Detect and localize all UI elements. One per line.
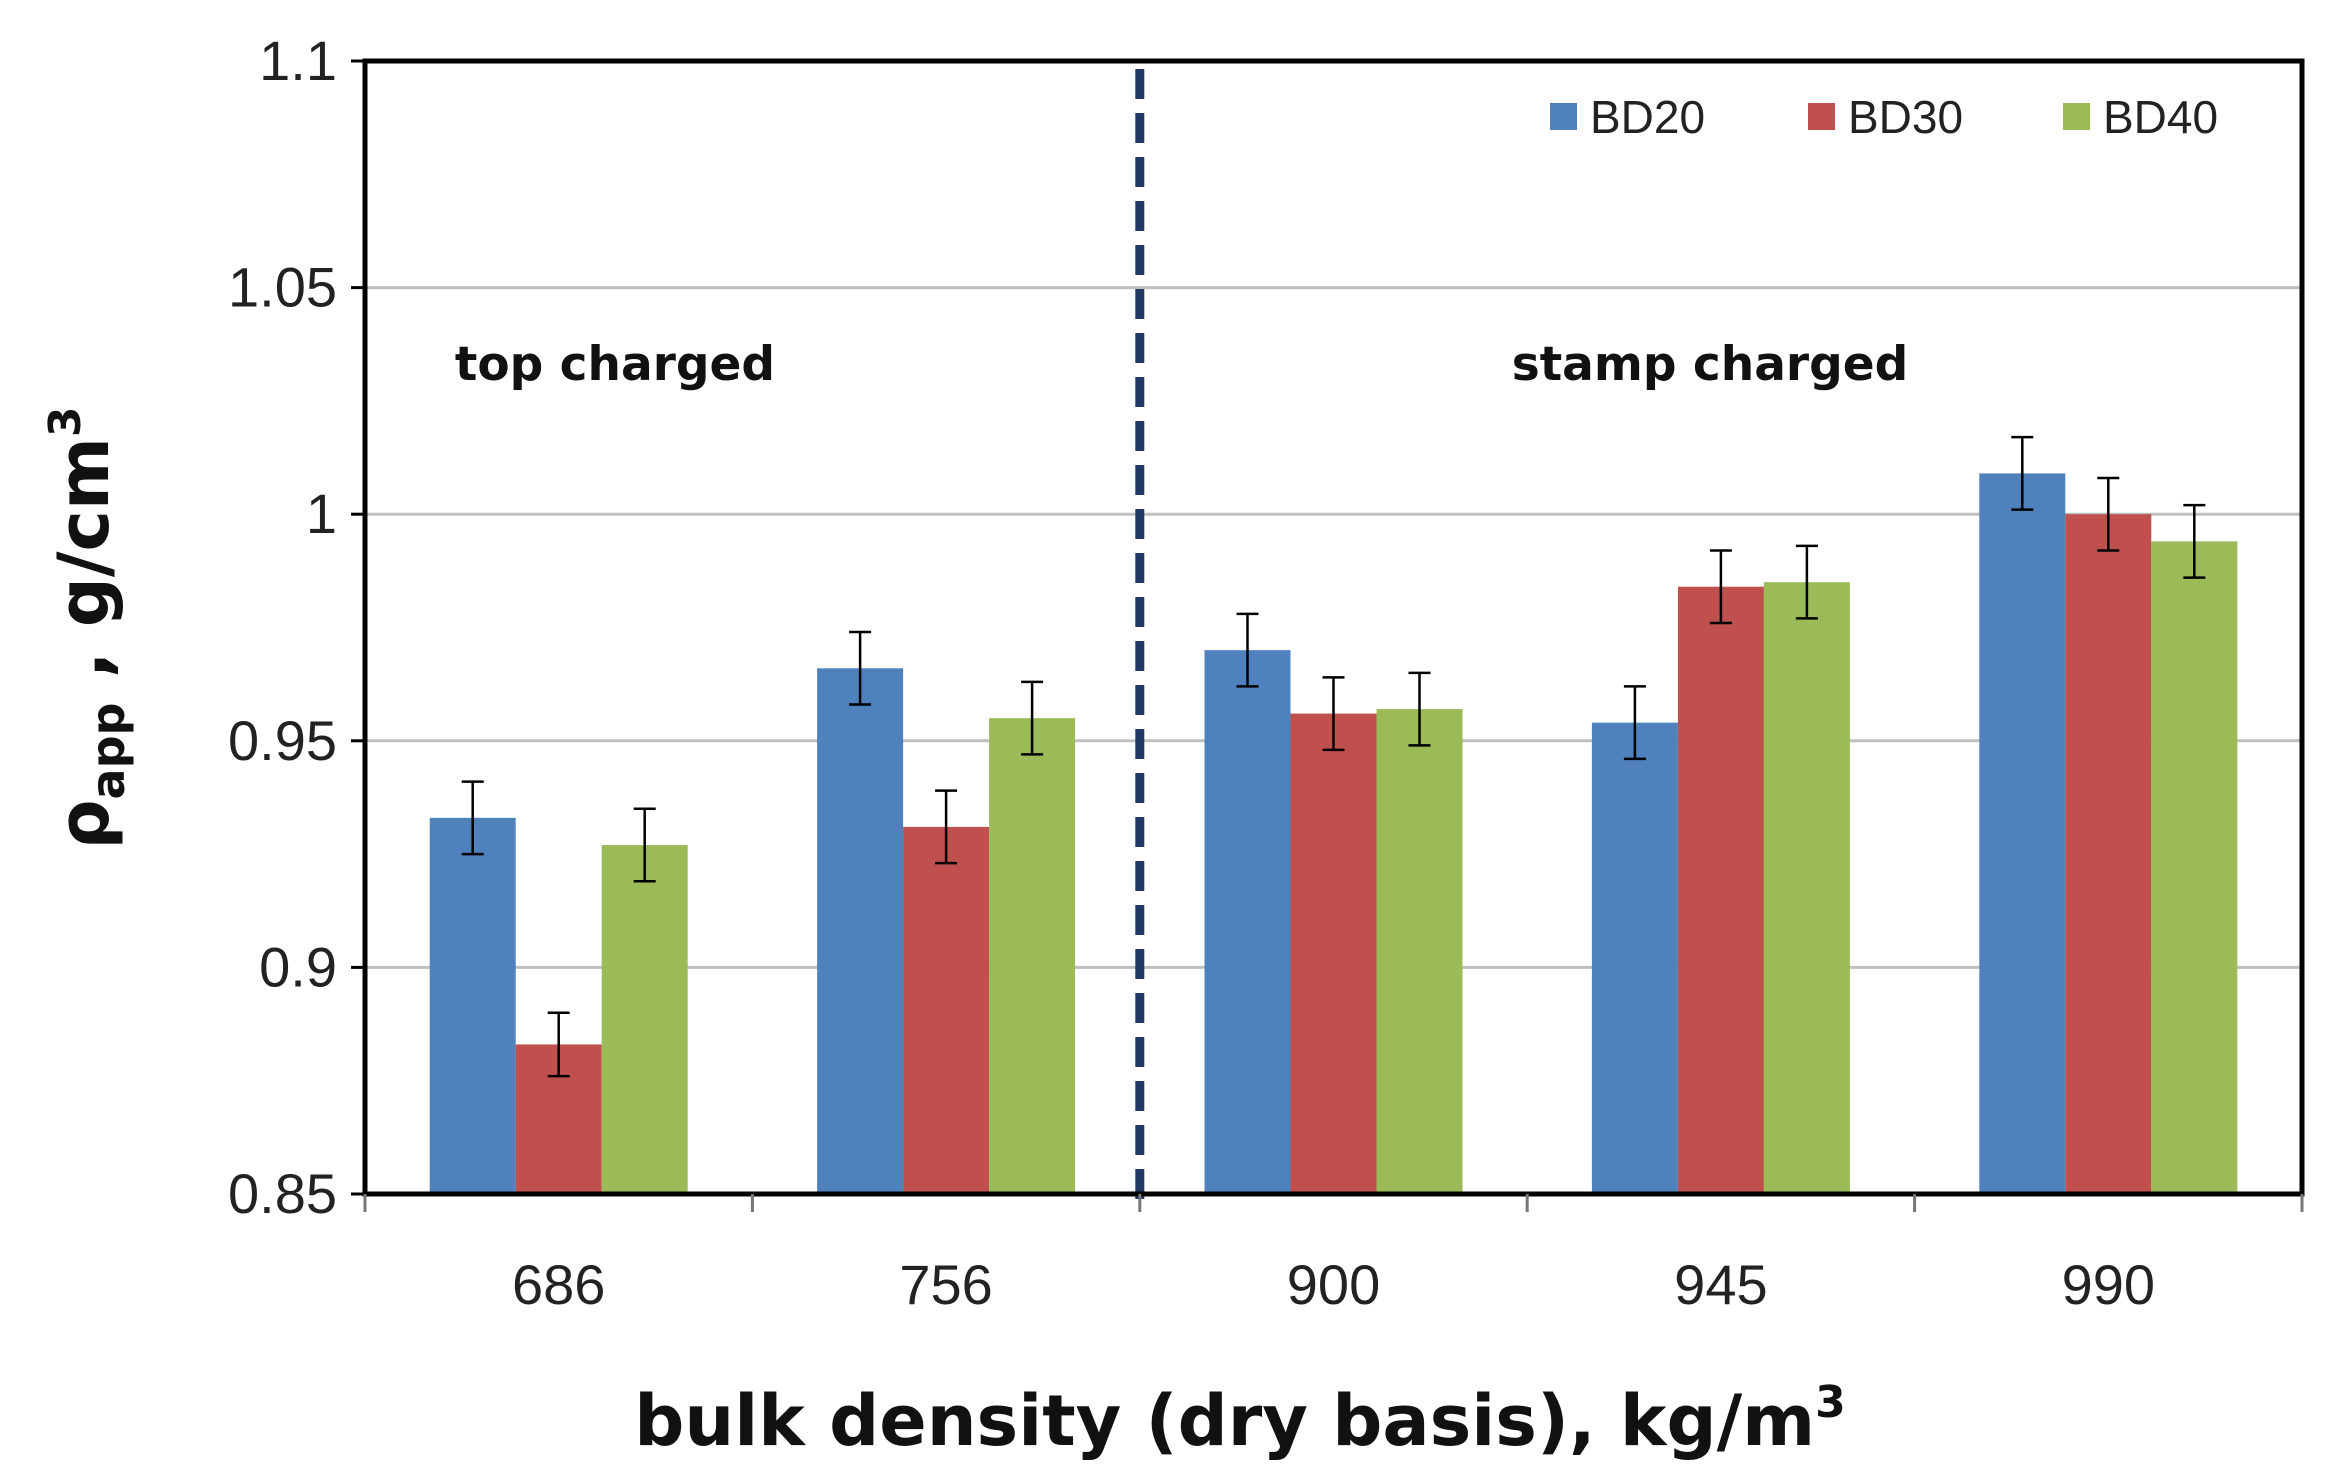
- bar-bd30-945: [1677, 586, 1764, 1194]
- x-tick-label: 756: [899, 1253, 992, 1316]
- bar-bd20-756: [817, 668, 904, 1194]
- y-tick-label: 0.9: [259, 935, 337, 998]
- bar-bd30-990: [2065, 514, 2152, 1194]
- x-tick-label: 686: [512, 1253, 605, 1316]
- x-axis-title: bulk density (dry basis), kg/m3: [634, 1377, 1845, 1462]
- legend: BD20 BD30 BD40: [1550, 91, 2218, 143]
- axes: 0.85 0.9 0.95 1 1.05 1.1 686 756 900 945 990: [228, 29, 2304, 1316]
- x-tick-label: 900: [1287, 1253, 1380, 1316]
- x-axis-title-text: bulk density (dry basis), kg/m: [634, 1380, 1815, 1462]
- x-tick-label: 990: [2062, 1253, 2155, 1316]
- bar-bd40-686: [601, 845, 688, 1194]
- bars: [429, 473, 2238, 1194]
- y-tick-label: 0.85: [228, 1162, 337, 1225]
- bar-bd20-686: [429, 817, 516, 1194]
- bar-bd40-945: [1763, 582, 1850, 1194]
- error-bars: [461, 435, 2206, 1078]
- y-tick-label: 0.95: [228, 709, 337, 772]
- bar-bd30-900: [1290, 713, 1377, 1194]
- legend-swatch-bd40: [2063, 103, 2090, 130]
- y-tick-label: 1: [306, 482, 337, 545]
- annotation-top-charged: top charged: [455, 337, 775, 392]
- y-tick-label: 1.05: [228, 256, 337, 319]
- bar-bd30-756: [903, 826, 990, 1194]
- y-tick-label: 1.1: [259, 29, 337, 92]
- legend-swatch-bd20: [1550, 103, 1577, 130]
- annotation-stamp-charged: stamp charged: [1512, 337, 1909, 392]
- y-axis-title-superscript: 3: [40, 406, 91, 437]
- legend-swatch-bd30: [1808, 103, 1835, 130]
- x-axis-title-superscript: 3: [1815, 1377, 1846, 1428]
- bar-bd40-756: [989, 718, 1076, 1194]
- bar-bd20-990: [1979, 473, 2066, 1194]
- legend-label-bd40: BD40: [2103, 91, 2218, 143]
- y-axis-title: ρapp , g/cm3: [40, 406, 135, 849]
- bar-bd40-900: [1376, 709, 1463, 1194]
- y-axis-title-subscript: app: [81, 703, 135, 800]
- bar-bd20-945: [1591, 722, 1678, 1194]
- legend-label-bd30: BD30: [1848, 91, 1963, 143]
- y-axis-title-symbol: ρ: [43, 799, 125, 849]
- bar-bd40-990: [2151, 541, 2238, 1194]
- x-tick-label: 945: [1674, 1253, 1767, 1316]
- bar-bd20-900: [1204, 650, 1291, 1194]
- y-axis-title-unit: , g/cm: [43, 437, 125, 702]
- legend-label-bd20: BD20: [1590, 91, 1705, 143]
